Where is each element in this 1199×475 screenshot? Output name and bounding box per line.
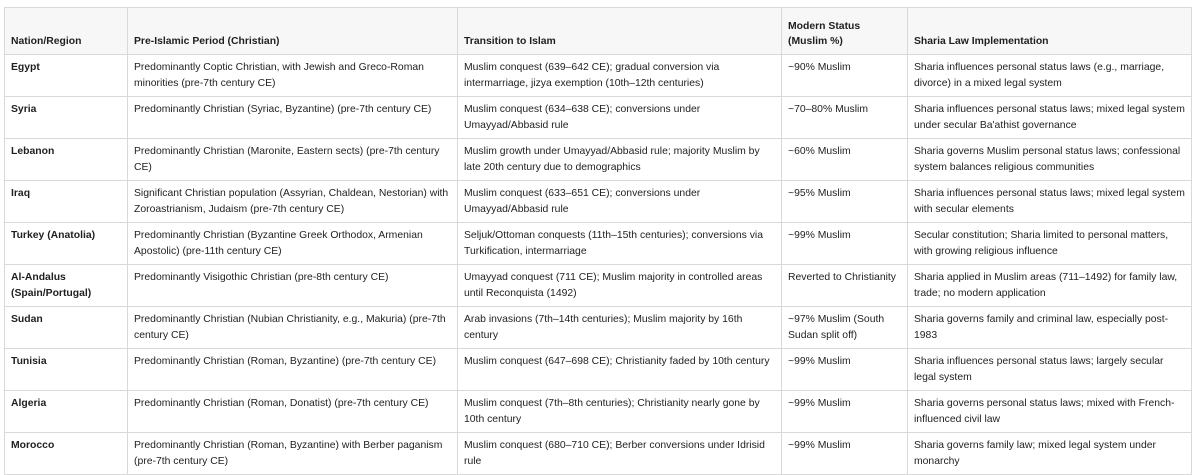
table-row: Iraq Significant Christian population (A… xyxy=(4,180,1192,223)
table-row: Morocco Predominantly Christian (Roman, … xyxy=(4,432,1192,475)
cell-pre-islamic: Predominantly Christian (Nubian Christia… xyxy=(127,306,458,349)
table-row: Egypt Predominantly Coptic Christian, wi… xyxy=(4,54,1192,97)
cell-transition: Umayyad conquest (711 CE); Muslim majori… xyxy=(457,264,782,307)
column-header-nation: Nation/Region xyxy=(4,7,128,55)
cell-sharia: Sharia influences personal status laws; … xyxy=(907,180,1192,223)
cell-transition: Muslim conquest (7th–8th centuries); Chr… xyxy=(457,390,782,433)
cell-pre-islamic: Predominantly Coptic Christian, with Jew… xyxy=(127,54,458,97)
nations-table: Nation/Region Pre-Islamic Period (Christ… xyxy=(4,7,1192,475)
cell-nation: Sudan xyxy=(4,306,128,349)
table-header: Nation/Region Pre-Islamic Period (Christ… xyxy=(4,7,1192,55)
cell-transition: Arab invasions (7th–14th centuries); Mus… xyxy=(457,306,782,349)
table-row: Sudan Predominantly Christian (Nubian Ch… xyxy=(4,306,1192,349)
cell-pre-islamic: Predominantly Christian (Roman, Byzantin… xyxy=(127,432,458,475)
cell-modern-status: ~90% Muslim xyxy=(781,54,908,97)
cell-transition: Muslim conquest (680–710 CE); Berber con… xyxy=(457,432,782,475)
cell-modern-status: Reverted to Christianity xyxy=(781,264,908,307)
column-header-sharia: Sharia Law Implementation xyxy=(907,7,1192,55)
cell-transition: Muslim conquest (647–698 CE); Christiani… xyxy=(457,348,782,391)
cell-sharia: Sharia influences personal status laws; … xyxy=(907,348,1192,391)
table-row: Algeria Predominantly Christian (Roman, … xyxy=(4,390,1192,433)
cell-modern-status: ~95% Muslim xyxy=(781,180,908,223)
table-row: Lebanon Predominantly Christian (Maronit… xyxy=(4,138,1192,181)
table-body: Egypt Predominantly Coptic Christian, wi… xyxy=(4,54,1192,475)
cell-nation: Lebanon xyxy=(4,138,128,181)
cell-modern-status: ~70–80% Muslim xyxy=(781,96,908,139)
cell-nation: Tunisia xyxy=(4,348,128,391)
cell-sharia: Sharia applied in Muslim areas (711–1492… xyxy=(907,264,1192,307)
cell-nation: Egypt xyxy=(4,54,128,97)
cell-pre-islamic: Predominantly Christian (Maronite, Easte… xyxy=(127,138,458,181)
cell-nation: Iraq xyxy=(4,180,128,223)
column-header-modern-status: Modern Status (Muslim %) xyxy=(781,7,908,55)
cell-pre-islamic: Predominantly Visigothic Christian (pre-… xyxy=(127,264,458,307)
cell-nation: Morocco xyxy=(4,432,128,475)
cell-nation: Al-Andalus (Spain/Portugal) xyxy=(4,264,128,307)
cell-nation: Algeria xyxy=(4,390,128,433)
cell-sharia: Sharia governs family and criminal law, … xyxy=(907,306,1192,349)
cell-modern-status: ~60% Muslim xyxy=(781,138,908,181)
cell-modern-status: ~97% Muslim (South Sudan split off) xyxy=(781,306,908,349)
cell-sharia: Sharia governs personal status laws; mix… xyxy=(907,390,1192,433)
cell-transition: Seljuk/Ottoman conquests (11th–15th cent… xyxy=(457,222,782,265)
cell-modern-status: ~99% Muslim xyxy=(781,222,908,265)
cell-sharia: Sharia governs Muslim personal status la… xyxy=(907,138,1192,181)
header-row: Nation/Region Pre-Islamic Period (Christ… xyxy=(4,7,1192,55)
cell-transition: Muslim conquest (634–638 CE); conversion… xyxy=(457,96,782,139)
table-row: Turkey (Anatolia) Predominantly Christia… xyxy=(4,222,1192,265)
column-header-pre-islamic: Pre-Islamic Period (Christian) xyxy=(127,7,458,55)
cell-nation: Syria xyxy=(4,96,128,139)
data-table-container: Nation/Region Pre-Islamic Period (Christ… xyxy=(4,7,1192,475)
table-row: Al-Andalus (Spain/Portugal) Predominantl… xyxy=(4,264,1192,307)
cell-transition: Muslim growth under Umayyad/Abbasid rule… xyxy=(457,138,782,181)
cell-pre-islamic: Significant Christian population (Assyri… xyxy=(127,180,458,223)
column-header-transition: Transition to Islam xyxy=(457,7,782,55)
cell-modern-status: ~99% Muslim xyxy=(781,432,908,475)
cell-sharia: Sharia influences personal status laws; … xyxy=(907,96,1192,139)
table-row: Syria Predominantly Christian (Syriac, B… xyxy=(4,96,1192,139)
cell-pre-islamic: Predominantly Christian (Syriac, Byzanti… xyxy=(127,96,458,139)
cell-pre-islamic: Predominantly Christian (Byzantine Greek… xyxy=(127,222,458,265)
table-row: Tunisia Predominantly Christian (Roman, … xyxy=(4,348,1192,391)
cell-pre-islamic: Predominantly Christian (Roman, Byzantin… xyxy=(127,348,458,391)
cell-nation: Turkey (Anatolia) xyxy=(4,222,128,265)
cell-modern-status: ~99% Muslim xyxy=(781,390,908,433)
cell-transition: Muslim conquest (633–651 CE); conversion… xyxy=(457,180,782,223)
cell-sharia: Sharia influences personal status laws (… xyxy=(907,54,1192,97)
cell-sharia: Secular constitution; Sharia limited to … xyxy=(907,222,1192,265)
cell-sharia: Sharia governs family law; mixed legal s… xyxy=(907,432,1192,475)
cell-modern-status: ~99% Muslim xyxy=(781,348,908,391)
cell-pre-islamic: Predominantly Christian (Roman, Donatist… xyxy=(127,390,458,433)
cell-transition: Muslim conquest (639–642 CE); gradual co… xyxy=(457,54,782,97)
